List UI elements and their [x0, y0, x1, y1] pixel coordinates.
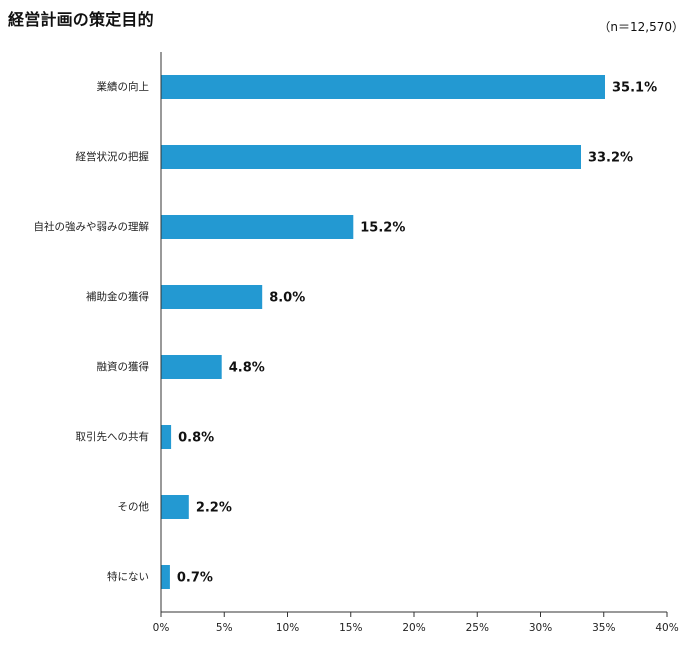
category-label-4: 補助金の獲得	[86, 290, 149, 303]
value-label-7: 2.2%	[196, 501, 232, 516]
x-tick-label-6: 30%	[529, 622, 552, 634]
value-label-5: 4.8%	[229, 361, 265, 376]
x-tick-label-7: 35%	[592, 622, 615, 634]
x-tick-label-4: 20%	[402, 622, 425, 634]
value-label-8: 0.7%	[177, 571, 213, 586]
chart-title: 経営計画の策定目的	[8, 10, 154, 29]
value-label-1: 35.1%	[612, 81, 657, 96]
bar-4	[161, 285, 263, 309]
value-label-3: 15.2%	[360, 221, 405, 236]
category-label-8: 特にない	[107, 571, 149, 583]
bar-8	[161, 565, 170, 589]
sample-size-note: （n＝12,570）	[598, 20, 684, 34]
x-tick-label-5: 25%	[466, 622, 489, 634]
bar-3	[161, 215, 354, 239]
value-label-6: 0.8%	[178, 431, 214, 446]
x-tick-label-2: 10%	[276, 622, 299, 634]
category-label-2: 経営状況の把握	[76, 150, 150, 163]
x-tick-label-1: 5%	[216, 622, 233, 634]
bar-2	[161, 145, 581, 169]
x-tick-label-8: 40%	[655, 622, 678, 634]
category-label-1: 業績の向上	[97, 80, 150, 93]
x-tick-label-3: 15%	[339, 622, 362, 634]
bar-7	[161, 495, 189, 519]
bar-1	[161, 75, 605, 99]
category-label-5: 融資の獲得	[97, 360, 150, 373]
category-label-3: 自社の強みや弱みの理解	[34, 220, 150, 233]
category-label-7: その他	[118, 500, 150, 513]
value-label-2: 33.2%	[588, 151, 633, 166]
x-tick-label-0: 0%	[153, 622, 170, 634]
bar-5	[161, 355, 222, 379]
value-label-4: 8.0%	[269, 291, 305, 306]
category-label-6: 取引先への共有	[76, 430, 150, 443]
bar-6	[161, 425, 172, 449]
